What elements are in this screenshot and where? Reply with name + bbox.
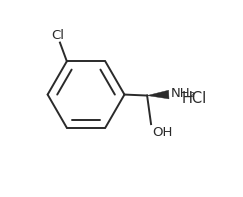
Text: OH: OH [152, 126, 173, 139]
Text: NH₂: NH₂ [170, 87, 195, 100]
Text: HCl: HCl [182, 91, 207, 106]
Text: Cl: Cl [52, 29, 64, 42]
Polygon shape [147, 90, 169, 99]
